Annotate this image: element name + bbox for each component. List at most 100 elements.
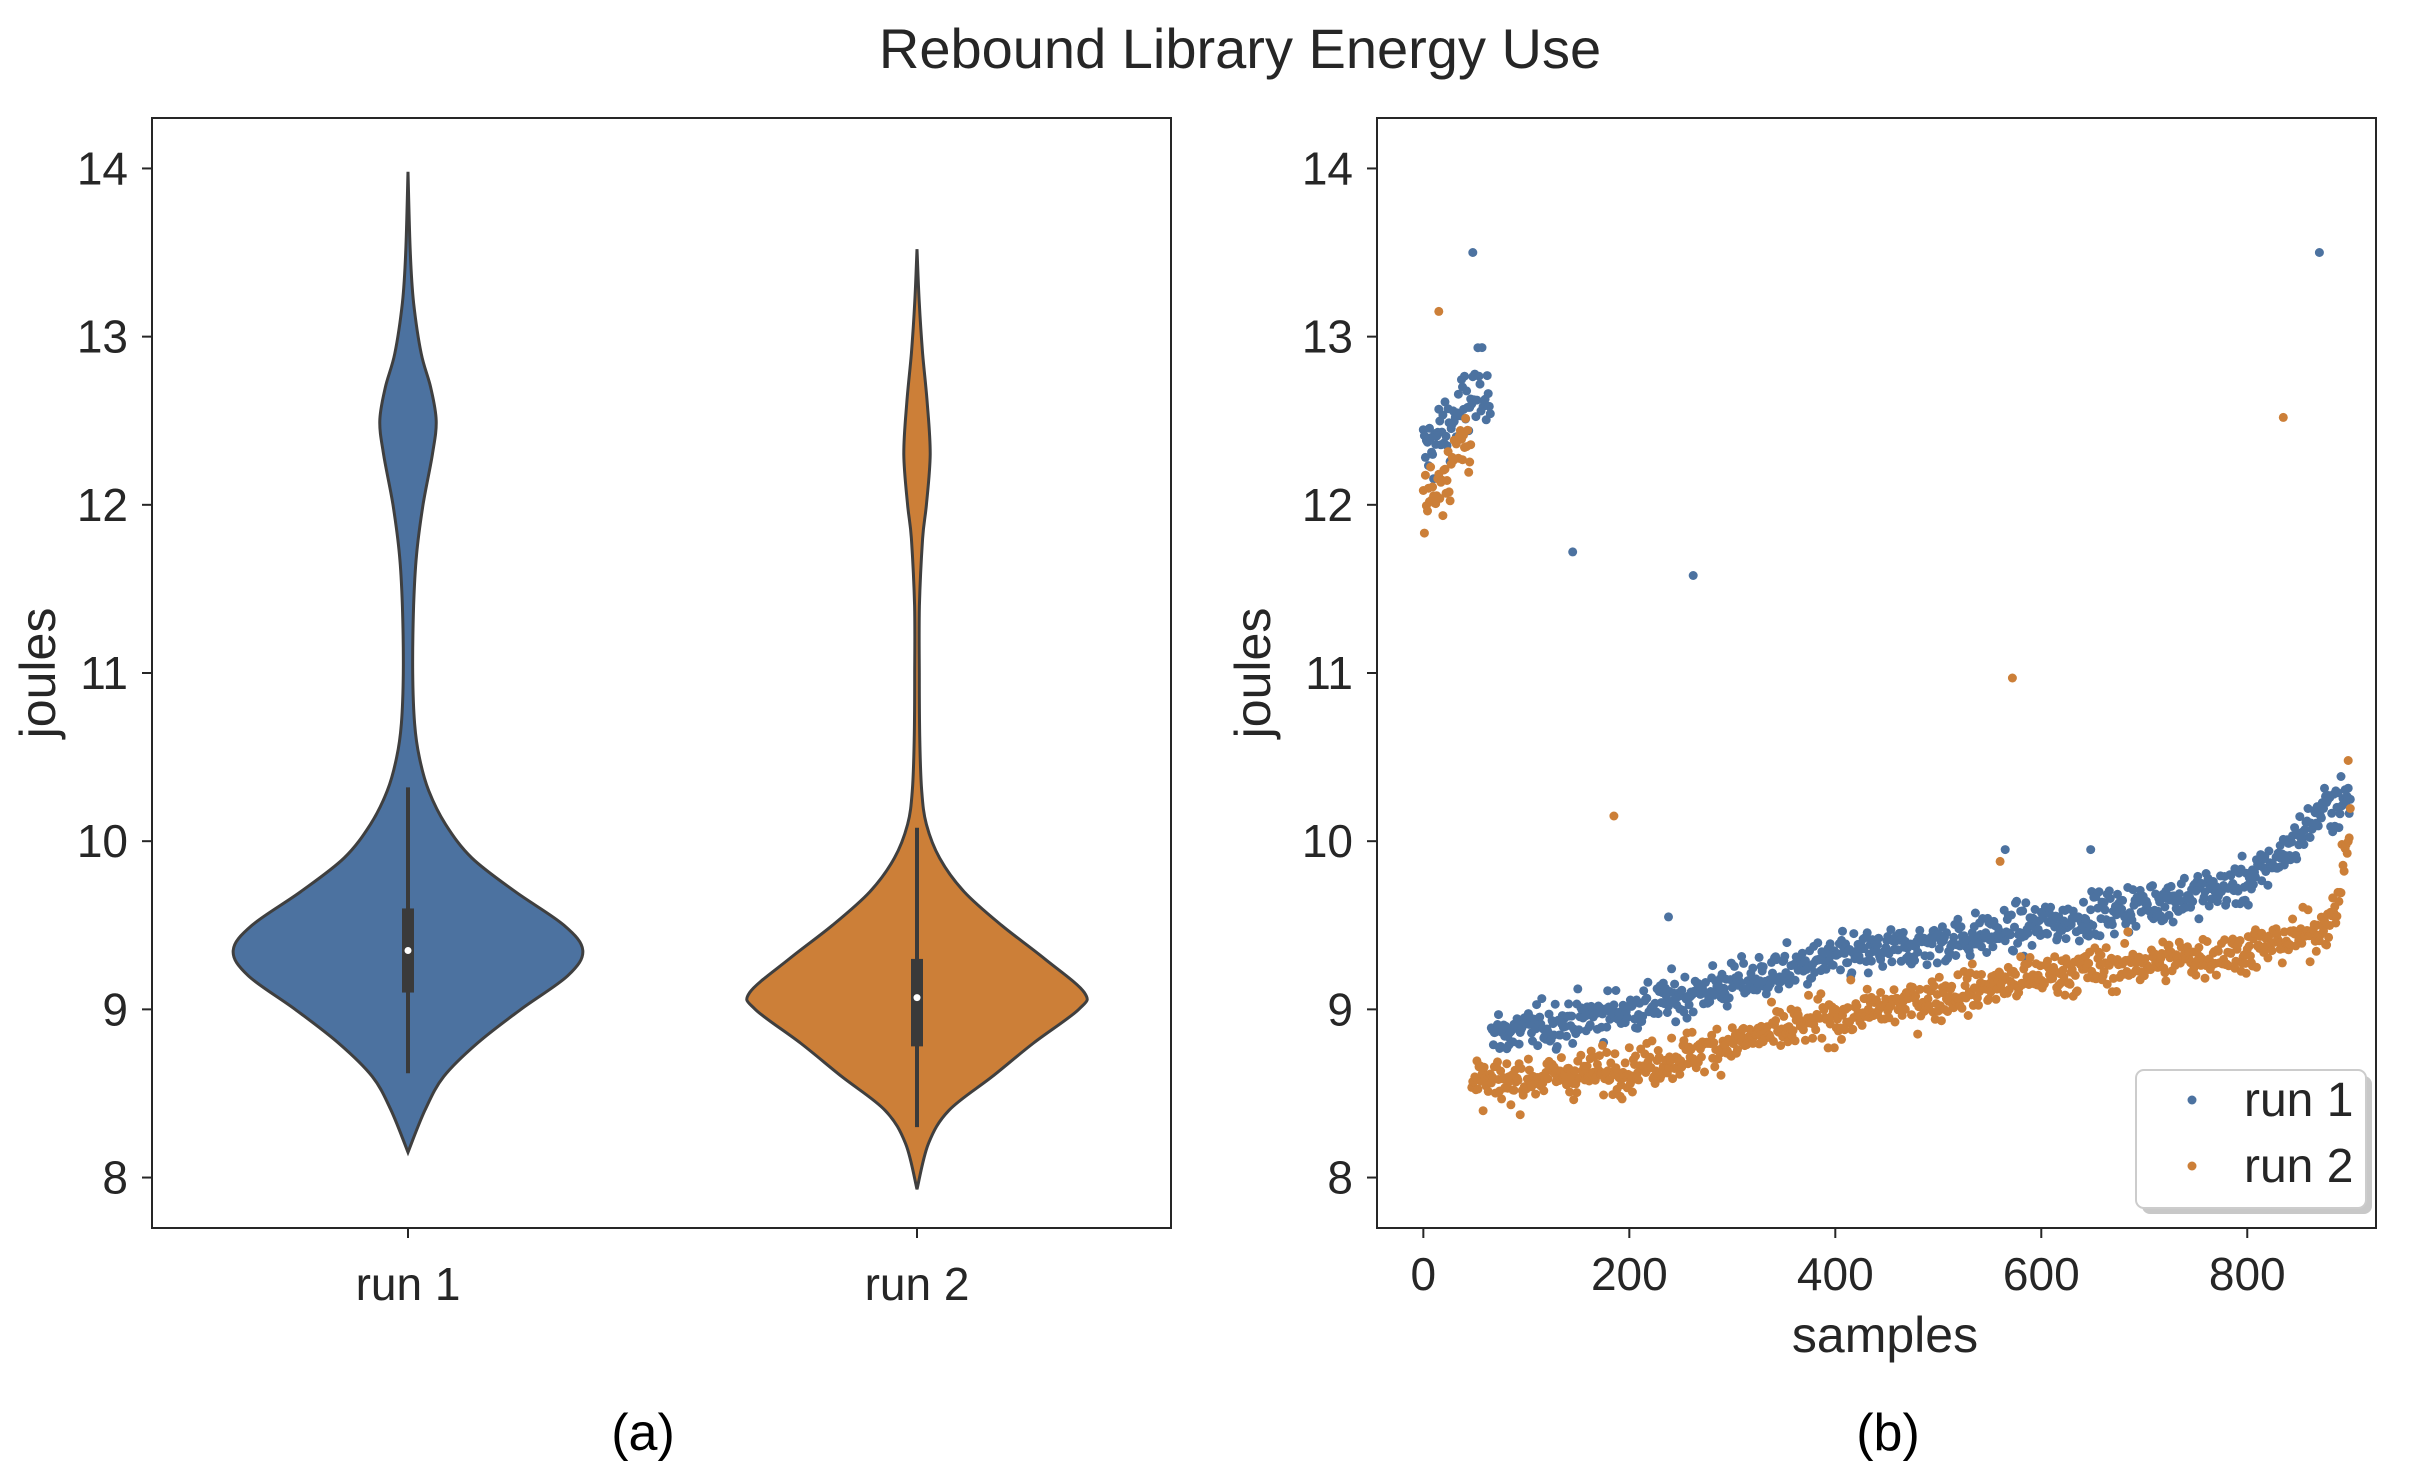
scatter-point [2160, 902, 2170, 912]
y-tick-label: 12 [1302, 479, 1353, 531]
scatter-point [2079, 897, 2088, 907]
scatter-point [1748, 963, 1758, 973]
violin-x-ticks: run 1 run 2 [356, 1228, 970, 1310]
scatter-point [1664, 912, 1673, 922]
scatter-point [1497, 1094, 1507, 1104]
scatter-point [2164, 940, 2174, 950]
y-tick-label: 9 [102, 983, 128, 1035]
scatter-point [2345, 794, 2355, 804]
scatter-point [1609, 811, 1619, 821]
scatter-point [2166, 881, 2176, 891]
x-tick-label-run-2: run 2 [865, 1258, 970, 1310]
scatter-point [1543, 1074, 1553, 1084]
scatter-point [1599, 1090, 1609, 1100]
scatter-point [2235, 936, 2245, 945]
scatter-point [2297, 938, 2307, 948]
scatter-point [1956, 922, 1966, 932]
scatter-point [2300, 825, 2310, 835]
y-tick-label: 14 [1302, 142, 1353, 194]
violin-axes-frame [151, 117, 1172, 1229]
scatter-point [1974, 1000, 1983, 1010]
violin-panel: 8 9 10 11 12 13 14 run 1 run 2 joules [10, 117, 1172, 1310]
y-tick-label: 8 [102, 1152, 128, 1204]
scatter-point [1680, 972, 1690, 982]
scatter-point [1484, 401, 1494, 411]
scatter-point [2070, 970, 2080, 980]
scatter-point [1688, 1007, 1698, 1017]
scatter-point [1444, 487, 1454, 497]
scatter-point [1494, 1010, 1503, 1020]
scatter-point [2168, 917, 2178, 927]
y-tick-label: 13 [1302, 311, 1353, 363]
scatter-point [1567, 1011, 1577, 1021]
scatter-point [2248, 880, 2258, 889]
scatter-point [1712, 1024, 1722, 1034]
scatter-point [1724, 993, 1734, 1003]
scatter-point [2025, 953, 2035, 962]
scatter-point [1838, 926, 1847, 936]
scatter-point [1936, 1016, 1946, 1026]
scatter-point [1478, 1106, 1488, 1116]
scatter-point [1754, 952, 1764, 962]
scatter-point [1915, 984, 1925, 994]
scatter-point [2123, 927, 2133, 937]
scatter-point [1513, 1075, 1523, 1085]
violin-y-axis-label: joules [10, 608, 66, 741]
legend-marker-run-1 [2187, 1095, 2197, 1105]
scatter-point [1967, 959, 1977, 969]
scatter-point [1708, 961, 1718, 971]
scatter-point [1874, 933, 1884, 943]
scatter-point [1701, 978, 1710, 987]
scatter-point [2128, 885, 2138, 895]
scatter-point [1550, 999, 1560, 1009]
scatter-point [2053, 987, 2063, 997]
scatter-point [2060, 990, 2070, 1000]
scatter-point [1509, 1085, 1519, 1095]
scatter-point [2264, 846, 2274, 856]
scatter-point [1569, 1095, 1579, 1105]
scatter-point [2252, 962, 2261, 972]
scatter-point [2148, 881, 2157, 891]
scatter-point [1927, 939, 1937, 949]
scatter-point [2065, 979, 2075, 989]
scatter-point [2179, 873, 2189, 883]
scatter-point [1472, 395, 1482, 405]
scatter-point [1722, 1001, 1732, 1011]
scatter-point [2202, 937, 2212, 946]
scatter-point [1531, 1089, 1541, 1099]
scatter-point [1733, 1045, 1742, 1055]
scatter-point [1441, 431, 1451, 441]
scatter-point [1537, 994, 1547, 1004]
scatter-point [1696, 1052, 1706, 1062]
scatter-point [1667, 1033, 1677, 1043]
scatter-point [1808, 1033, 1818, 1043]
scatter-point [1440, 464, 1450, 474]
scatter-point [1957, 1003, 1967, 1013]
scatter-point [1516, 1064, 1526, 1073]
scatter-point [1576, 1050, 1586, 1060]
scatter-point [1565, 1087, 1575, 1097]
scatter-point [2000, 936, 2010, 946]
scatter-point [2194, 914, 2204, 924]
caption-b: (b) [1856, 1404, 1920, 1462]
scatter-point [1462, 386, 1472, 396]
scatter-point [1828, 960, 1838, 970]
scatter-point [2290, 823, 2300, 833]
scatter-point [2336, 772, 2346, 781]
scatter-point [1929, 981, 1939, 991]
scatter-point [2319, 926, 2328, 936]
scatter-point [1843, 958, 1853, 968]
scatter-point [1502, 1059, 1512, 1069]
scatter-point [1977, 970, 1986, 979]
scatter-point [1653, 1009, 1663, 1019]
scatter-point [2327, 808, 2337, 818]
scatter-point [2226, 871, 2236, 881]
scatter-point [1780, 951, 1790, 961]
scatter-point [1857, 1020, 1867, 1030]
scatter-point [1653, 1046, 1663, 1055]
scatter-point [1464, 467, 1474, 477]
scatter-point [1434, 306, 1444, 316]
violin-median-run-1 [404, 947, 412, 954]
scatter-point [1460, 371, 1469, 381]
scatter-point [1890, 1017, 1900, 1027]
